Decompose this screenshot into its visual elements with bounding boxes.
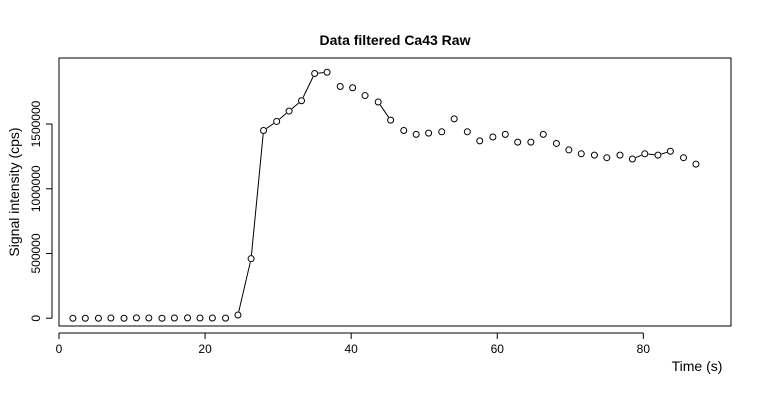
data-point: [692, 160, 700, 168]
series-points: [69, 68, 700, 322]
x-tick-label: 60: [491, 342, 505, 356]
data-point: [260, 127, 268, 135]
data-point: [425, 129, 433, 137]
plot-frame: [58, 57, 732, 327]
data-point: [247, 255, 255, 263]
x-axis-label: Time (s): [672, 358, 723, 374]
data-point: [120, 314, 128, 322]
data-point: [463, 128, 471, 136]
series-line-segment: [266, 123, 274, 129]
data-point: [438, 128, 446, 136]
data-point: [539, 130, 547, 138]
chart-title: Data filtered Ca43 Raw: [320, 32, 471, 48]
data-point: [666, 147, 674, 155]
y-tick-label: 0: [29, 315, 43, 322]
data-point: [234, 311, 242, 319]
data-point: [94, 314, 102, 322]
data-point: [145, 314, 153, 322]
data-point: [603, 154, 611, 162]
data-point: [654, 151, 662, 159]
series-line-segment: [379, 104, 389, 118]
series-line-segment: [279, 113, 287, 120]
data-point: [208, 314, 216, 322]
series-line-segment: [661, 151, 668, 155]
series-line-segment: [318, 72, 324, 74]
data-point: [158, 314, 166, 322]
data-point: [552, 139, 560, 147]
data-point: [412, 130, 420, 138]
data-point: [489, 133, 497, 141]
data-point: [476, 137, 484, 145]
data-point: [184, 314, 192, 322]
series-line-segment: [648, 153, 655, 156]
data-point: [361, 92, 369, 100]
y-tick-label: 1500000: [29, 100, 43, 147]
series-line-segment: [238, 262, 251, 312]
data-point: [641, 150, 649, 158]
data-point: [680, 154, 688, 162]
data-point: [311, 70, 319, 78]
data-point: [387, 116, 395, 124]
x-tick-label: 20: [198, 342, 212, 356]
data-point: [81, 314, 89, 322]
data-point: [527, 138, 535, 146]
data-point: [170, 314, 178, 322]
data-point: [577, 150, 585, 158]
data-point: [132, 314, 140, 322]
data-point: [565, 146, 573, 154]
y-tick-label: 1000000: [29, 165, 43, 212]
x-tick-label: 80: [637, 342, 651, 356]
data-point: [450, 115, 458, 123]
data-point: [349, 84, 357, 92]
data-point: [514, 138, 522, 146]
x-axis: 0 20 40 60 80: [56, 332, 651, 356]
series-line-segment: [635, 154, 642, 159]
data-point: [196, 314, 204, 322]
series-line-segment: [291, 102, 300, 110]
y-axis: 0 500000 1000000 1500000: [29, 100, 53, 322]
series-line-segment: [250, 134, 264, 256]
series-lines: [238, 72, 668, 312]
y-tick-label: 500000: [29, 233, 43, 273]
data-point: [501, 130, 509, 138]
data-point: [298, 97, 306, 105]
data-point: [69, 314, 77, 322]
x-tick-label: 40: [344, 342, 358, 356]
data-point: [273, 117, 281, 125]
data-point: [222, 314, 230, 322]
data-point: [107, 314, 115, 322]
data-point: [628, 155, 636, 163]
data-point: [285, 107, 293, 115]
x-tick-label: 0: [56, 342, 63, 356]
data-point: [323, 68, 331, 76]
data-point: [336, 82, 344, 90]
y-axis-label: Signal intensity (cps): [6, 127, 22, 256]
data-point: [616, 151, 624, 159]
series-line-segment: [302, 76, 314, 98]
data-point: [590, 151, 598, 159]
data-point: [374, 98, 382, 106]
data-point: [400, 127, 408, 135]
